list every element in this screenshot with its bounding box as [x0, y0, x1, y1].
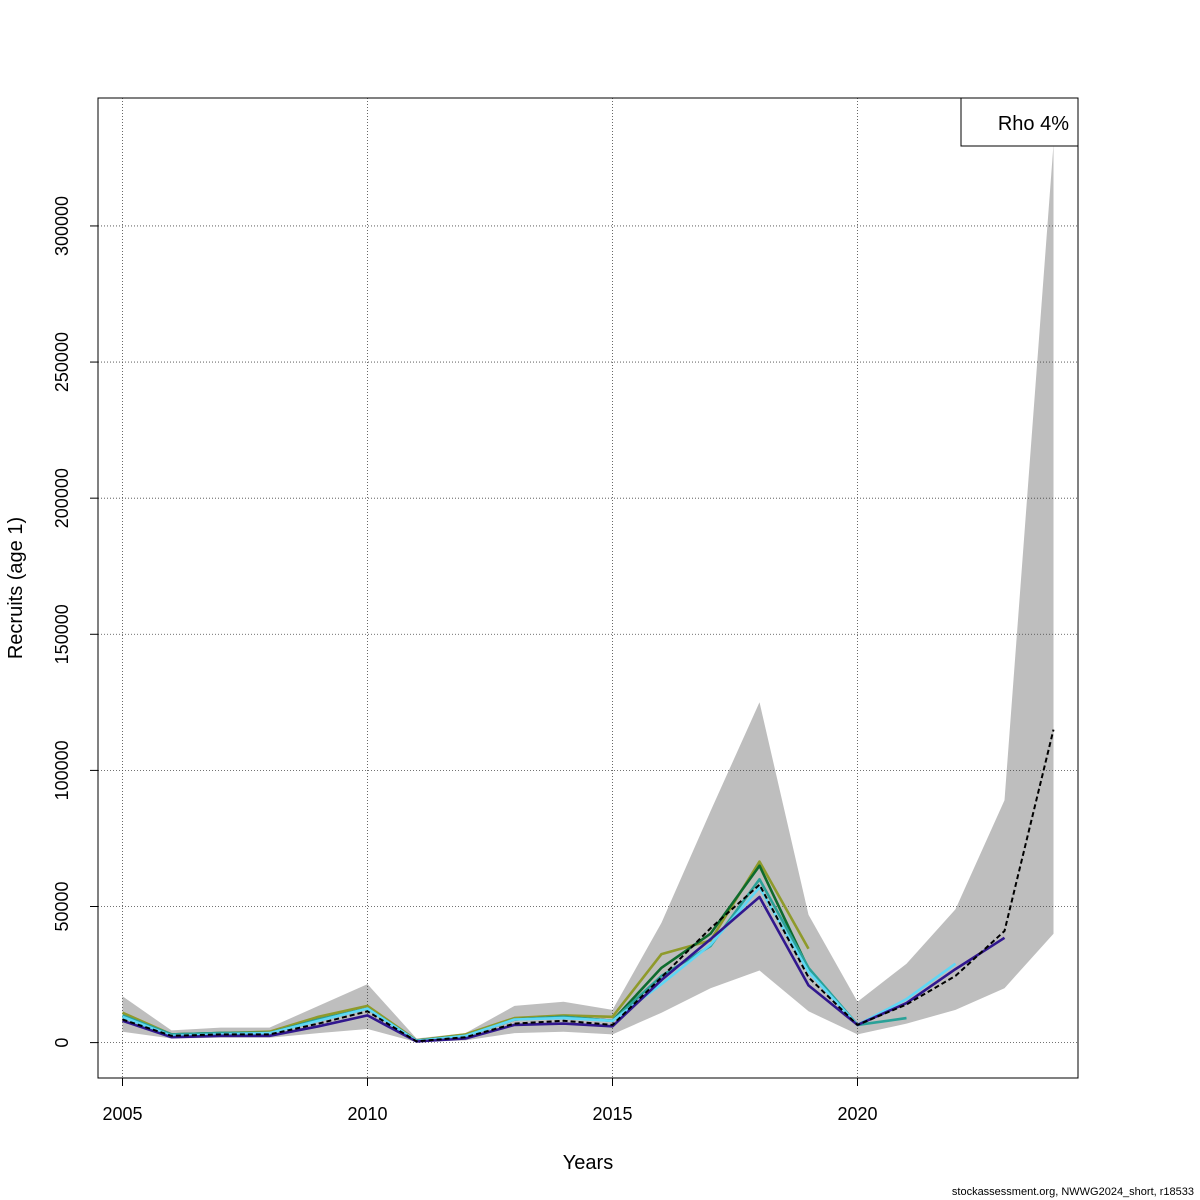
y-axis-title: Recruits (age 1) — [5, 517, 27, 659]
y-tick-label: 250000 — [52, 332, 72, 392]
y-tick-label: 50000 — [52, 881, 72, 931]
legend-box — [960, 97, 1079, 147]
series-layer — [121, 729, 1055, 1043]
source-footer: stockassessment.org, NWWG2024_short, r18… — [951, 1186, 1194, 1198]
x-tick-label: 2015 — [592, 1104, 632, 1124]
y-tick-label: 100000 — [52, 740, 72, 800]
y-tick-label: 0 — [52, 1038, 72, 1048]
series-line — [122, 886, 957, 1043]
plot-frame — [97, 97, 1079, 1079]
y-tick-label: 150000 — [52, 604, 72, 664]
x-tick-label: 2005 — [102, 1104, 142, 1124]
legend-label: Rho 4% — [998, 113, 1069, 135]
y-tick-label: 300000 — [52, 196, 72, 256]
legend: Rho 4% — [960, 97, 1079, 147]
x-tick-label: 2010 — [347, 1104, 387, 1124]
axis-layer: 2005 2010 2015 2020 0 50000 100000 150000 200000… — [52, 196, 878, 1124]
x-axis-title: Years — [563, 1152, 613, 1174]
series-line — [122, 729, 1055, 1043]
y-tick-label: 200000 — [52, 468, 72, 528]
x-tick-label: 2020 — [837, 1104, 877, 1124]
confidence-band — [122, 144, 1054, 1043]
confidence-band-layer — [122, 144, 1054, 1043]
grid-layer — [98, 98, 1078, 1078]
